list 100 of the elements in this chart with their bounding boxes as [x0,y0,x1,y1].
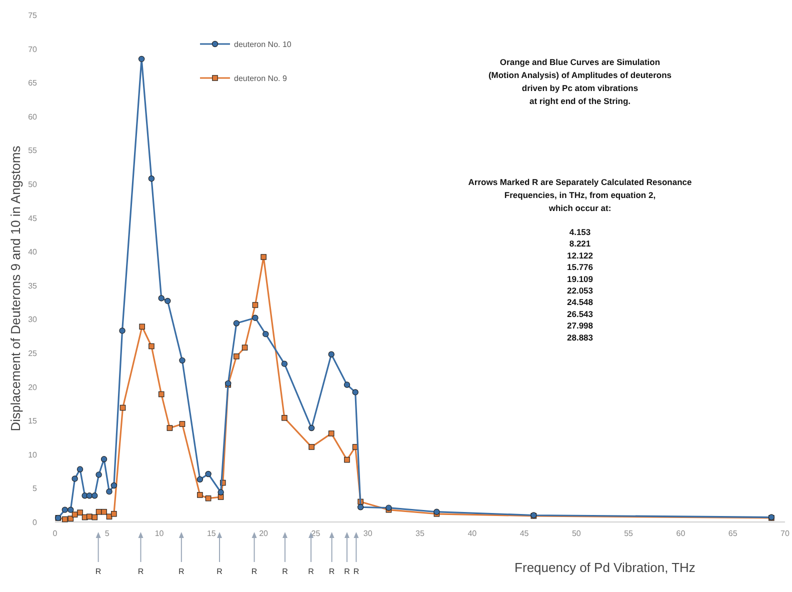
point [62,506,68,513]
point [197,492,203,498]
point [68,516,74,522]
point [308,444,314,450]
annotation: R [216,567,223,576]
point [166,425,173,431]
point [92,492,98,499]
text: 4.153 8.221 12.122 15.776 19.109 22.053 24.548 26.543 27.998 28.883 [567,227,593,342]
point [86,514,92,520]
annotation: R [353,567,360,576]
x-tick-label: 10 [154,529,164,538]
y-tick-label: 35 [28,281,38,290]
annotation: Orange and Blue Curves are Simulation (Motion Analysis) of Amplitudes of deuterons driven by Pc atom vibrations at right end of the String. [488,57,672,106]
y-axis-title: Displacement of Deuterons 9 and 10 in Angstoms [8,145,23,432]
y-tick-label: 15 [28,416,38,426]
point [158,295,164,302]
legend-label: deuteron No. 9 [234,74,288,83]
x-tick-label: 30 [363,529,373,538]
x-tick-label: 20 [259,529,269,538]
point [205,470,212,478]
point [328,351,334,358]
y-tick-label: 55 [28,146,38,156]
point [344,456,350,463]
annotation: Arrows Marked R are Separately Calculated Resonance Frequencies, in THz, from equation 2, which occur at: [468,177,692,213]
y-tick-label: 0 [32,518,38,527]
point [76,466,84,472]
y-tick-label: 20 [28,382,38,392]
annotation: R [282,567,288,576]
y-tick-label: 5 [32,484,38,494]
annotation: R [344,567,350,576]
y-tick-label: 45 [28,214,38,223]
point [252,314,258,321]
point [72,476,78,482]
point [96,508,102,515]
annotation: R [95,567,102,576]
x-tick-label: 50 [572,529,582,538]
y-tick-label: 50 [28,180,38,189]
point [179,357,186,364]
point [68,506,74,513]
point [72,512,78,518]
x-tick-label: 60 [676,529,686,538]
point [62,516,68,522]
x-axis-title: Frequency of Pd Vibration, THz [514,560,696,575]
y-tick-label: 10 [28,450,38,460]
y-tick-label: 40 [28,248,38,257]
annotation: R [178,567,185,576]
point [148,343,154,350]
annotation: R [328,567,335,576]
point [357,504,364,510]
x-tick-label: 0 [52,529,58,538]
point [110,482,118,489]
point [139,324,145,330]
point [111,510,117,517]
point [96,472,102,478]
point [179,421,186,427]
point [352,389,358,396]
y-tick-label: 60 [28,112,38,122]
annotation: R [251,567,258,576]
x-tick-label: 65 [728,529,738,538]
point [164,298,171,304]
point [205,495,212,502]
point [92,514,98,520]
y-tick-label: 25 [28,349,38,358]
point [100,456,108,462]
point [252,302,258,308]
point [120,404,126,411]
x-tick-label: 40 [468,529,478,538]
y-tick-label: 30 [28,315,38,324]
point [281,360,288,367]
point [344,382,350,388]
y-tick-label: 70 [28,44,38,54]
legend-label: deuteron No. 10 [234,40,292,49]
x-tick-label: 5 [104,529,110,538]
point [148,175,155,182]
point [158,391,164,398]
y-tick-label: 75 [28,11,38,20]
point [77,510,83,516]
point [119,328,126,334]
point [196,476,204,483]
x-tick-label: 55 [624,529,634,538]
point [262,330,269,338]
annotation: R [308,567,314,576]
x-tick-label: 45 [520,529,530,538]
x-tick-label: 70 [780,529,790,538]
point [233,320,240,326]
point [260,254,266,260]
point [242,344,248,350]
point [328,430,334,436]
x-tick-label: 35 [416,529,425,538]
point [234,353,240,360]
point [282,414,288,421]
point [308,424,315,432]
x-tick-label: 15 [206,529,216,538]
point [218,489,224,496]
y-tick-label: 65 [28,78,38,88]
point [138,56,145,62]
point [86,492,93,499]
annotation: R [138,567,144,576]
x-tick-label: 25 [311,529,321,538]
point [434,508,440,515]
